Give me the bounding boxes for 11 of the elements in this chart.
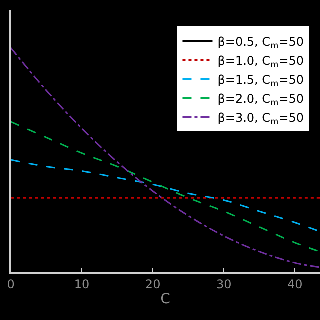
x-tick-label: 40 [288,277,303,292]
x-tick-label: 0 [7,277,15,292]
legend-label: β=1.5, C$_{m}$=50 [218,72,304,88]
x-tick-label: 10 [74,277,90,292]
legend-label: β=3.0, C$_{m}$=50 [218,110,304,126]
x-tick-label: 20 [145,277,161,292]
legend-label: β=1.0, C$_{m}$=50 [218,54,304,70]
legend-label: β=2.0, C$_{m}$=50 [218,92,304,108]
x-axis-title: C [160,291,171,308]
legend-label: β=0.5, C$_{m}$=50 [218,34,304,50]
x-tick-label: 30 [216,277,232,292]
